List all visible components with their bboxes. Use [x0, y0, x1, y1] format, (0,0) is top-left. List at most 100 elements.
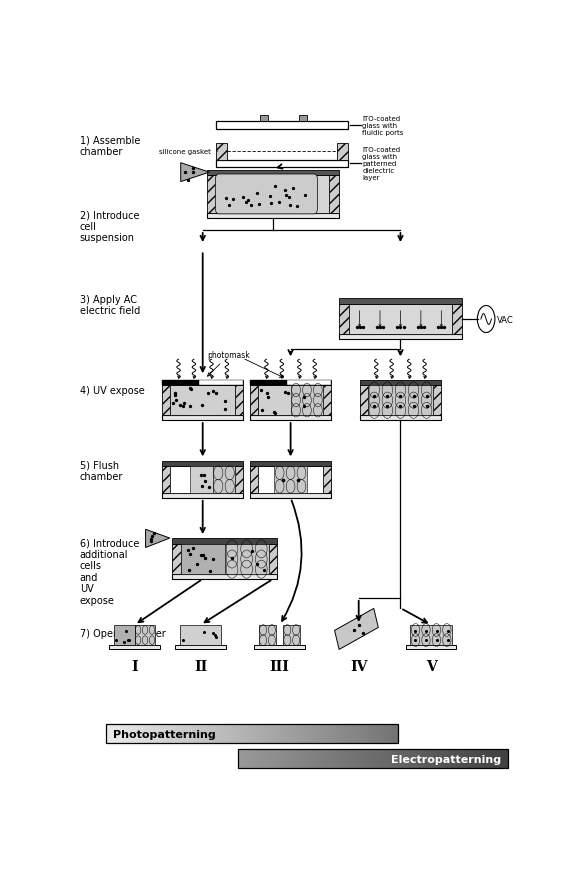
- Point: [204, 387, 213, 401]
- Bar: [370, 750, 372, 768]
- Bar: [277, 724, 279, 744]
- Bar: [216, 144, 227, 160]
- Bar: [304, 750, 306, 768]
- Bar: [358, 750, 360, 768]
- Bar: [289, 750, 291, 768]
- Bar: [346, 750, 348, 768]
- Bar: [260, 116, 268, 122]
- Bar: [374, 724, 375, 744]
- Bar: [384, 724, 386, 744]
- Bar: [126, 724, 128, 744]
- Bar: [338, 750, 340, 768]
- Bar: [329, 176, 339, 213]
- Bar: [247, 750, 249, 768]
- Bar: [360, 416, 441, 421]
- Point: [175, 399, 184, 413]
- Bar: [207, 213, 339, 218]
- Bar: [134, 625, 155, 645]
- Bar: [210, 724, 211, 744]
- Bar: [401, 750, 403, 768]
- Bar: [342, 750, 344, 768]
- Bar: [367, 750, 369, 768]
- Bar: [385, 724, 387, 744]
- Bar: [162, 461, 243, 467]
- Bar: [175, 724, 176, 744]
- Point: [124, 634, 133, 648]
- Bar: [115, 724, 117, 744]
- Point: [410, 633, 419, 647]
- Bar: [388, 750, 390, 768]
- Point: [197, 468, 206, 482]
- Bar: [327, 750, 329, 768]
- Bar: [329, 724, 332, 744]
- Bar: [116, 724, 118, 744]
- Bar: [392, 750, 393, 768]
- Point: [146, 534, 155, 548]
- Bar: [213, 724, 214, 744]
- Bar: [262, 750, 264, 768]
- Point: [243, 193, 252, 207]
- Bar: [187, 724, 188, 744]
- Bar: [250, 461, 331, 467]
- Bar: [236, 724, 238, 744]
- Point: [399, 321, 408, 335]
- Bar: [381, 750, 383, 768]
- Bar: [376, 750, 378, 768]
- Bar: [299, 750, 301, 768]
- Bar: [270, 750, 272, 768]
- Point: [205, 565, 214, 579]
- Point: [281, 184, 290, 198]
- Bar: [406, 645, 456, 650]
- Bar: [382, 724, 384, 744]
- Point: [285, 190, 294, 204]
- Bar: [189, 724, 191, 744]
- Bar: [170, 467, 235, 494]
- Bar: [167, 724, 170, 744]
- Bar: [246, 724, 248, 744]
- Bar: [356, 724, 358, 744]
- Bar: [350, 724, 352, 744]
- Bar: [157, 724, 159, 744]
- Bar: [340, 724, 342, 744]
- Bar: [391, 750, 392, 768]
- Point: [373, 321, 382, 335]
- Bar: [185, 724, 187, 744]
- Bar: [150, 724, 152, 744]
- Bar: [251, 750, 253, 768]
- Point: [200, 468, 209, 482]
- Bar: [244, 750, 247, 768]
- Bar: [250, 467, 258, 494]
- Bar: [360, 380, 441, 386]
- Point: [275, 196, 284, 210]
- Bar: [125, 724, 127, 744]
- Point: [189, 162, 198, 176]
- Point: [170, 387, 179, 401]
- Bar: [180, 625, 221, 645]
- Point: [256, 383, 265, 397]
- Bar: [159, 724, 160, 744]
- Bar: [391, 724, 393, 744]
- Bar: [301, 724, 302, 744]
- Bar: [181, 544, 269, 574]
- Bar: [435, 750, 437, 768]
- Point: [379, 321, 388, 335]
- Bar: [132, 724, 134, 744]
- Bar: [242, 750, 244, 768]
- Bar: [494, 750, 496, 768]
- Bar: [284, 750, 286, 768]
- Bar: [188, 724, 190, 744]
- Bar: [320, 750, 322, 768]
- Point: [147, 529, 156, 543]
- Bar: [235, 467, 243, 494]
- Bar: [380, 724, 383, 744]
- Bar: [339, 335, 462, 339]
- Bar: [233, 724, 235, 744]
- Bar: [302, 750, 303, 768]
- Bar: [382, 750, 384, 768]
- Bar: [111, 724, 112, 744]
- Bar: [493, 750, 495, 768]
- Bar: [325, 750, 328, 768]
- Bar: [341, 750, 342, 768]
- Bar: [119, 724, 121, 744]
- Bar: [290, 724, 292, 744]
